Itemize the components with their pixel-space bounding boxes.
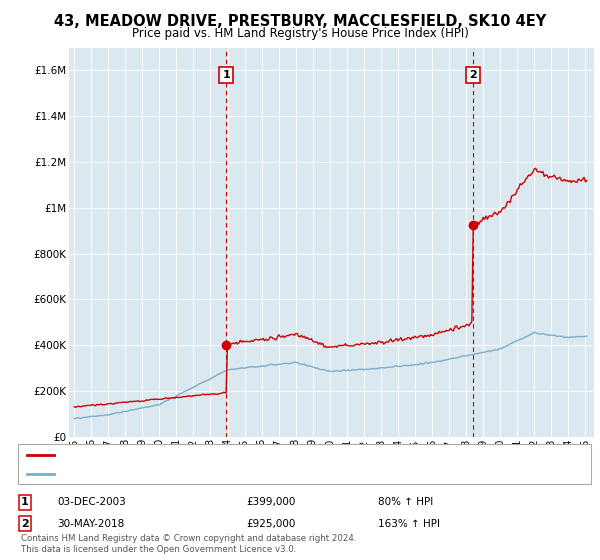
Text: 43, MEADOW DRIVE, PRESTBURY, MACCLESFIELD, SK10 4EY (detached house): 43, MEADOW DRIVE, PRESTBURY, MACCLESFIEL… — [60, 450, 449, 460]
Text: 1: 1 — [222, 70, 230, 80]
Text: 1: 1 — [21, 497, 29, 507]
Text: 80% ↑ HPI: 80% ↑ HPI — [378, 497, 433, 507]
Text: 163% ↑ HPI: 163% ↑ HPI — [378, 519, 440, 529]
Text: Price paid vs. HM Land Registry's House Price Index (HPI): Price paid vs. HM Land Registry's House … — [131, 27, 469, 40]
Text: £925,000: £925,000 — [246, 519, 295, 529]
Text: 2: 2 — [21, 519, 29, 529]
Text: HPI: Average price, detached house, Cheshire East: HPI: Average price, detached house, Ches… — [60, 469, 313, 478]
Text: 03-DEC-2003: 03-DEC-2003 — [57, 497, 126, 507]
Text: 2: 2 — [469, 70, 477, 80]
Text: 30-MAY-2018: 30-MAY-2018 — [57, 519, 124, 529]
Text: 43, MEADOW DRIVE, PRESTBURY, MACCLESFIELD, SK10 4EY: 43, MEADOW DRIVE, PRESTBURY, MACCLESFIEL… — [54, 14, 546, 29]
Text: Contains HM Land Registry data © Crown copyright and database right 2024.
This d: Contains HM Land Registry data © Crown c… — [21, 534, 356, 554]
Text: £399,000: £399,000 — [246, 497, 295, 507]
